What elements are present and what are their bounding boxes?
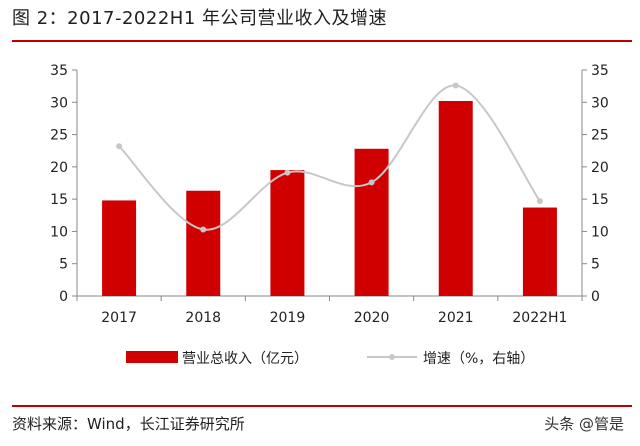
x-tick-label: 2018	[185, 310, 221, 326]
axes: 0 5 10 15 20 25 30 35 0 5 10 15 20 25 30 35 2017 2018 2019…	[50, 63, 609, 326]
revenue-bar	[438, 100, 473, 296]
growth-point	[200, 226, 207, 233]
chart-svg: 0 5 10 15 20 25 30 35 0 5 10 15 20 25 30 35 2017 2018 2019…	[50, 63, 609, 367]
y-right-tick-label: 25	[591, 128, 609, 144]
growth-point	[368, 179, 375, 186]
y-left-tick-label: 10	[50, 224, 68, 240]
top-rule	[12, 40, 632, 42]
y-left-tick-label: 0	[59, 289, 68, 305]
growth-point	[452, 82, 459, 89]
y-right-tick-label: 0	[591, 289, 600, 305]
bottom-rule	[12, 405, 632, 407]
revenue-bar	[522, 207, 557, 296]
y-right-tick-label: 20	[591, 160, 609, 176]
y-left-tick-label: 20	[50, 160, 68, 176]
growth-line	[116, 82, 543, 233]
y-left-tick-label: 15	[50, 192, 68, 208]
growth-point	[116, 143, 123, 150]
legend: 营业总收入（亿元） 增速（%，右轴）	[126, 351, 534, 367]
y-right-tick-label: 15	[591, 192, 609, 208]
y-right-tick-label: 10	[591, 224, 609, 240]
revenue-bar	[102, 200, 137, 296]
x-tick-label: 2020	[354, 310, 390, 326]
growth-line-path	[118, 84, 541, 231]
x-tick-label: 2021	[438, 310, 474, 326]
source-note: 资料来源：Wind，长江证券研究所	[12, 415, 245, 433]
revenue-bar	[186, 190, 221, 296]
revenue-bar	[270, 170, 305, 296]
y-left-tick-label: 25	[50, 128, 68, 144]
y-right-tick-label: 5	[591, 257, 600, 273]
chart-title: 图 2：2017-2022H1 年公司营业收入及增速	[12, 8, 387, 29]
y-right-tick-label: 35	[591, 63, 609, 79]
legend-bar-swatch	[126, 351, 178, 363]
y-left-tick-label: 35	[50, 63, 68, 79]
x-tick-label: 2017	[101, 310, 137, 326]
y-left-tick-label: 5	[59, 257, 68, 273]
growth-point	[284, 169, 291, 176]
bars	[102, 100, 557, 296]
legend-bar-label: 营业总收入（亿元）	[182, 351, 308, 367]
legend-line-marker	[389, 354, 395, 360]
watermark: 头条 @管是	[544, 415, 624, 433]
legend-line-label: 增速（%，右轴）	[423, 351, 534, 367]
x-tick-label: 2019	[270, 310, 306, 326]
y-left-tick-label: 30	[50, 95, 68, 111]
growth-point	[536, 198, 543, 205]
y-right-tick-label: 30	[591, 95, 609, 111]
x-tick-label: 2022H1	[512, 310, 567, 326]
